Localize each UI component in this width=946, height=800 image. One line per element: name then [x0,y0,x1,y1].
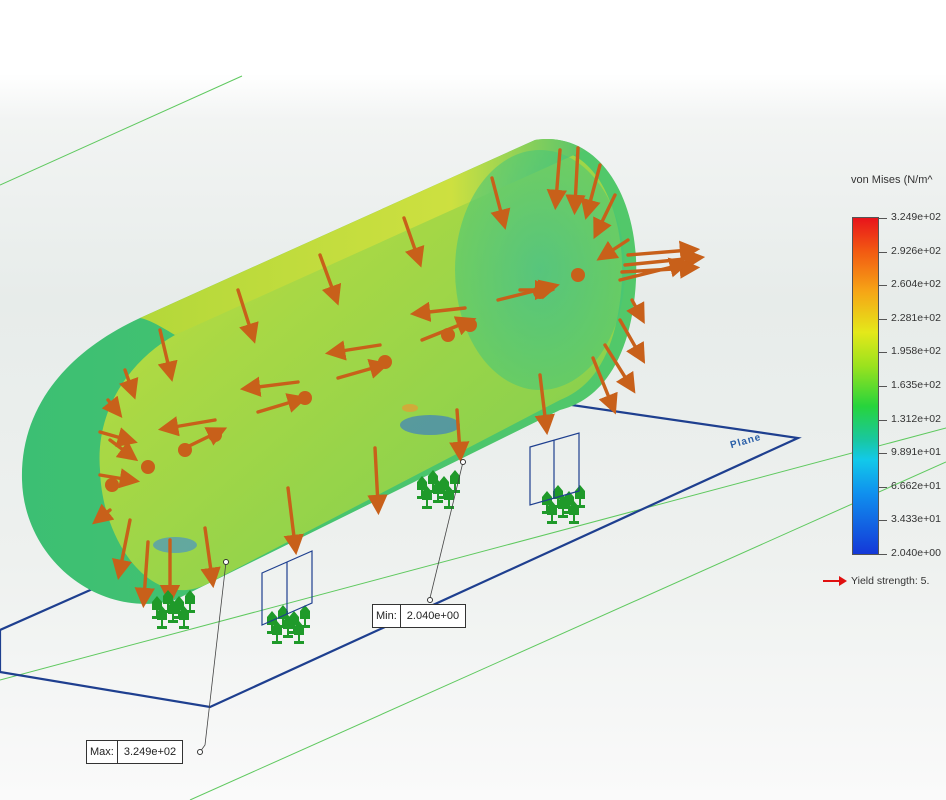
legend-tick-label: 2.604e+02 [891,278,941,291]
legend-tick-label: 3.433e+01 [891,513,941,526]
pressure-point-icon [533,285,547,299]
pressure-arrow-icon [546,148,567,211]
legend-tick [878,251,887,253]
legend-tick-label: 1.312e+02 [891,412,941,425]
pressure-point-icon [178,443,192,457]
pressure-arrow-icon [596,238,630,261]
legend-colorbar [852,217,879,555]
max-probe-label[interactable]: Max: 3.249e+02 [86,740,184,764]
yield-strength-label: Yield strength: 5. [823,575,929,587]
legend-title: von Mises (N/m^ [851,174,933,186]
pressure-arrow-icon [402,216,425,268]
pressure-arrow-icon [336,358,390,380]
legend-tick [878,486,887,488]
legend-tick [878,453,887,455]
pressure-arrow-icon [108,438,139,462]
pressure-arrow-icon [534,373,555,436]
pressure-arrow-icon [111,518,133,581]
pressure-arrow-icon [98,468,141,489]
legend-tick [878,218,887,219]
pressure-arrow-icon [580,163,602,220]
legend-tick [878,318,887,320]
fixed-supports [152,470,585,644]
pressure-arrow-icon [591,356,618,415]
pressure-arrow-icon [236,288,259,344]
legend-tick-label: 1.958e+02 [891,345,941,358]
min-probe-value: 2.040e+00 [406,610,460,622]
pressure-point-icon [378,355,392,369]
legend-tick-label: 6.662e+01 [891,479,941,492]
legend-tick [878,520,887,522]
pressure-arrow-icon [603,343,636,394]
max-probe-value: 3.249e+02 [123,746,177,758]
pressure-arrow-icon [92,503,115,525]
pressure-arrow-icon [98,427,138,448]
min-probe-key: Min: [373,605,401,627]
pressure-arrow-icon [490,176,511,230]
fixed-support-icon [152,590,195,629]
legend-tick [878,554,887,555]
legend-tick [878,419,887,421]
pressure-arrow-icon [324,340,382,361]
pressure-arrow-icon [367,446,388,516]
legend-tick-label: 2.926e+02 [891,244,941,257]
pressure-arrow-icon [626,240,701,261]
pressure-arrow-icon [618,257,690,282]
legend-tick-label: 9.891e+01 [891,446,941,459]
max-probe-key: Max: [87,741,118,763]
pressure-arrow-icon [449,408,470,463]
pressure-arrow-icon [256,393,308,414]
pressure-point-icon [571,268,585,282]
legend-tick-label: 3.249e+02 [891,211,941,223]
pressure-arrow-icon [626,298,645,324]
pressure-arrow-icon [565,146,586,216]
min-probe-label[interactable]: Min: 2.040e+00 [372,604,467,628]
pressure-arrow-icon [157,416,217,437]
pressure-point-icon [141,460,155,474]
fixed-support-icon [417,470,460,509]
fixed-support-icon [267,605,310,644]
pressure-point-icon [463,318,477,332]
pressure-point-icon [208,428,222,442]
yield-arrow-icon [823,576,847,587]
legend-tick-label: 2.281e+02 [891,311,941,324]
pressure-arrow-icon [283,486,304,556]
pressure-arrow-icon [157,328,178,382]
pressure-point-icon [298,391,312,405]
pressure-arrow-icon [101,395,123,418]
legend-tick [878,285,887,287]
legend-tick [878,386,887,387]
pressure-point-icon [105,478,119,492]
pressure-arrow-icon [239,376,300,397]
legend-tick [878,352,887,354]
pressure-arrow-icon [134,540,155,609]
pressure-point-icon [441,328,455,342]
pressure-arrow-icon [318,253,342,306]
pressure-arrow-icon [200,526,221,589]
pressure-arrow-icon [618,318,646,364]
pressure-arrow-icon [119,368,139,400]
pressure-arrow-icon [593,193,617,240]
yield-strength-text: Yield strength: 5. [851,575,930,587]
legend-tick-label: 2.040e+00 [891,547,941,559]
pressure-arrow-icon [409,301,467,323]
legend-tick-label: 1.635e+02 [891,379,941,391]
